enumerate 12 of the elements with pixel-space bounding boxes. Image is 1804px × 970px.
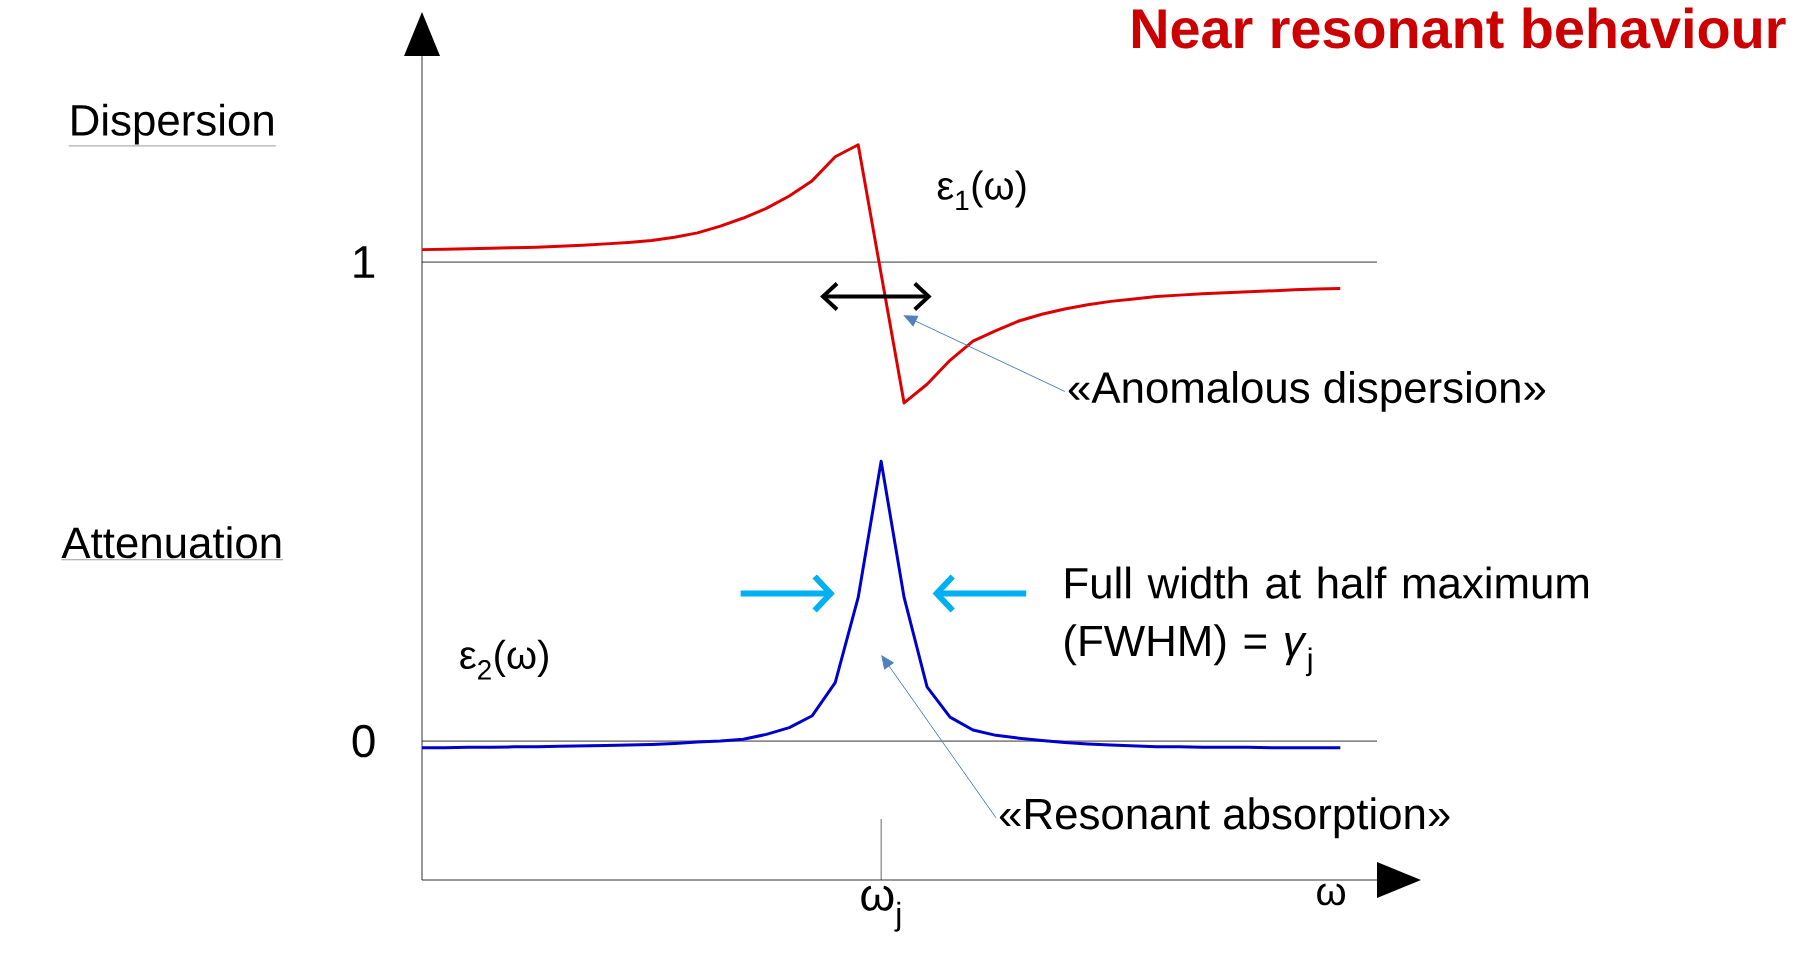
x-axis-title: ω [1317, 883, 1346, 906]
series-label: ε$_{1}$(ω) [937, 170, 1026, 210]
series-label: ε$_{2}$(ω) [460, 639, 548, 680]
y-tick-label: 1 [354, 246, 375, 278]
chart-title: Near resonant behaviour [1132, 7, 1786, 49]
annotation: «Resonant absorption» [999, 797, 1450, 839]
text: Dispersion [72, 103, 273, 145]
x-tick-label: ω$_{j}$ [861, 885, 901, 932]
y-tick-label: 0 [352, 724, 375, 758]
annotation: «Anomalous dispersion» [1068, 370, 1546, 412]
text: Attenuation [61, 526, 281, 559]
annotation: Full width at half maximum (FWHM) = γ$_{j}$ [1065, 566, 1589, 677]
